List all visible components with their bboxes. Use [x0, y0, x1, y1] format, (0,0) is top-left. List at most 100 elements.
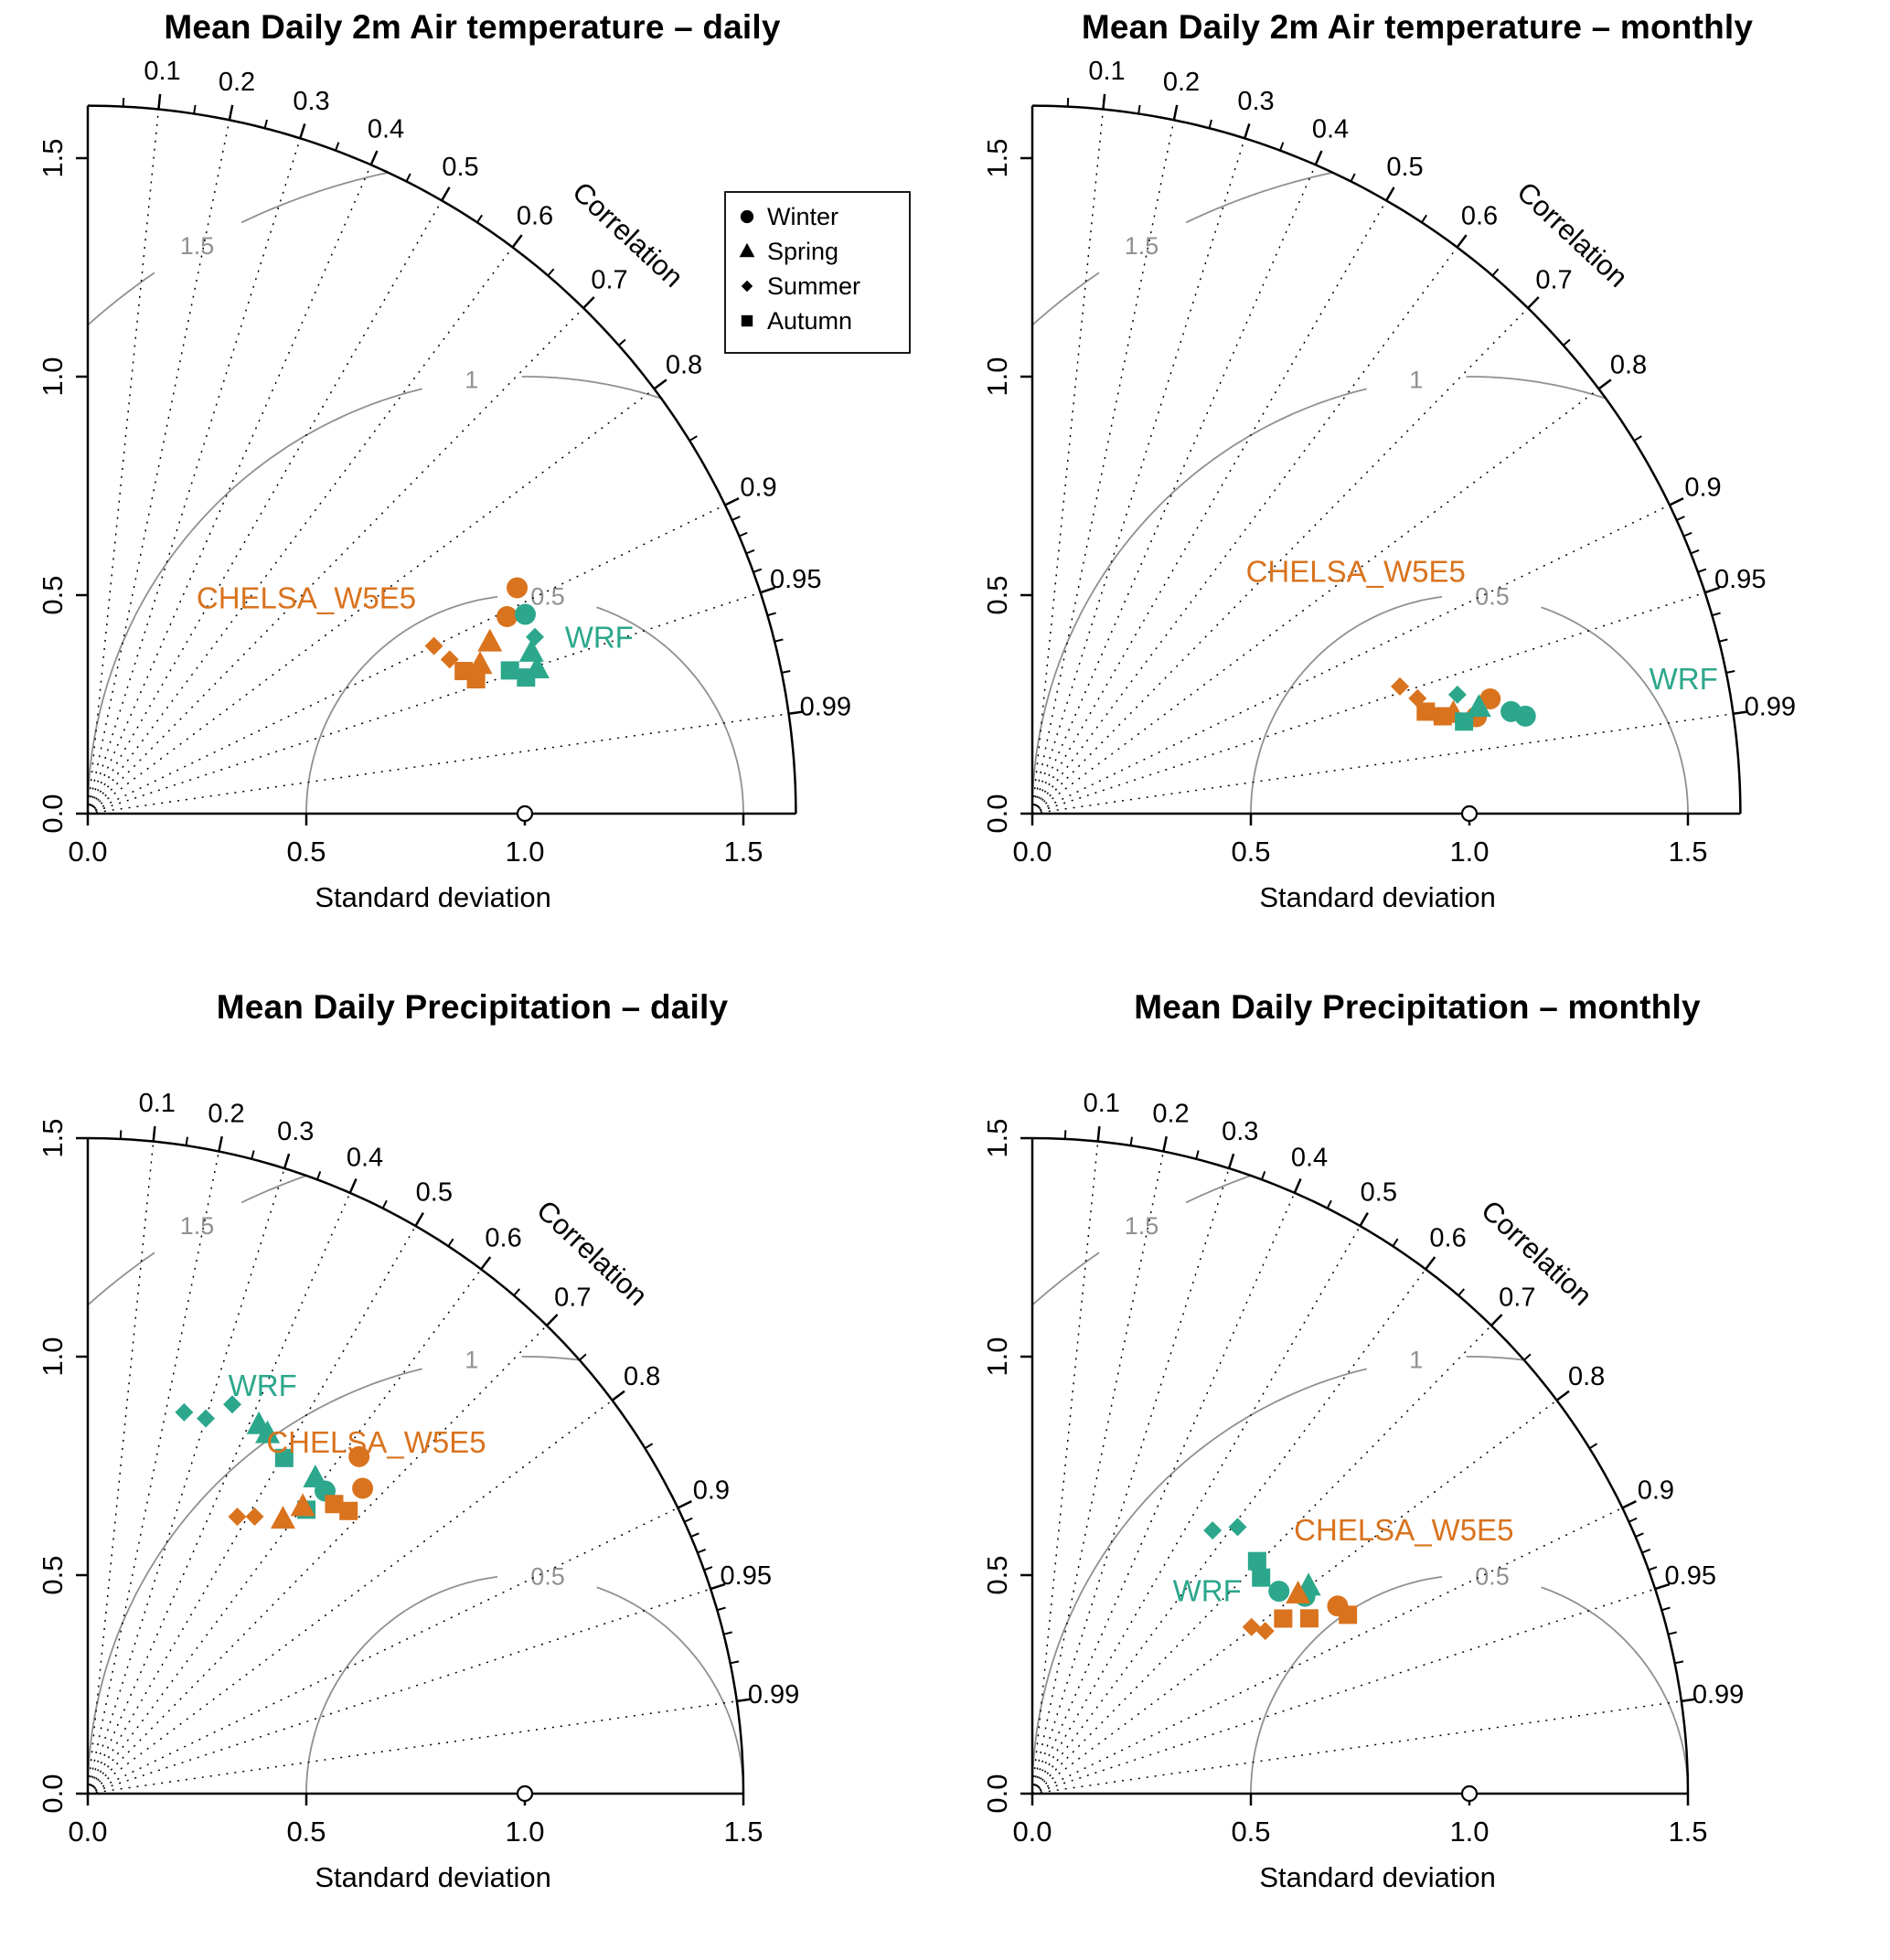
svg-text:0.8: 0.8	[666, 351, 702, 380]
svg-text:Summer: Summer	[767, 272, 860, 300]
svg-text:0.6: 0.6	[1429, 1224, 1466, 1253]
autumn-square-marker	[339, 1501, 358, 1520]
autumn-square-marker	[325, 1495, 344, 1514]
svg-text:1.5: 1.5	[723, 1816, 763, 1848]
winter-circle-marker	[740, 209, 754, 224]
svg-text:0.0: 0.0	[37, 1774, 69, 1813]
svg-text:0.5: 0.5	[286, 1816, 326, 1848]
reference-point	[1460, 1784, 1479, 1803]
spring-triangle-marker	[467, 651, 493, 675]
svg-text:0.7: 0.7	[1499, 1284, 1535, 1313]
summer-diamond-marker	[1228, 1518, 1247, 1537]
svg-text:CHELSA_W5E5: CHELSA_W5E5	[1294, 1513, 1513, 1547]
svg-text:0.95: 0.95	[1714, 565, 1766, 594]
spring-triangle-marker	[518, 638, 544, 662]
svg-text:0.5: 0.5	[416, 1178, 453, 1208]
svg-text:0.5: 0.5	[1386, 153, 1423, 182]
summer-diamond-marker	[1203, 1521, 1223, 1540]
svg-text:0.5: 0.5	[530, 1562, 565, 1590]
svg-text:1.5: 1.5	[1668, 1816, 1707, 1848]
series-labels: WRF CHELSA_W5E5	[229, 1369, 486, 1459]
svg-text:0.5: 0.5	[442, 153, 478, 182]
panel-title-temp-daily: Mean Daily 2m Air temperature – daily	[164, 8, 781, 46]
svg-text:1.5: 1.5	[180, 1212, 215, 1240]
panel-title-precip-daily: Mean Daily Precipitation – daily	[216, 988, 729, 1026]
svg-text:0.4: 0.4	[1291, 1143, 1328, 1172]
summer-diamond-marker	[1447, 685, 1467, 704]
svg-text:0.95: 0.95	[1665, 1561, 1716, 1591]
svg-text:0.5: 0.5	[37, 575, 69, 614]
correlation-axis: 0.1 0.2 0.3 0.4 0.5 0.6 0.7 0.8 0.9 0.95 0.99 Corre…	[1063, 1089, 1744, 1710]
spring-triangle-marker	[739, 242, 755, 258]
points-chelsa_w5e5	[1242, 1581, 1358, 1641]
svg-text:Spring: Spring	[767, 238, 838, 265]
autumn-square-marker	[466, 670, 486, 689]
autumn-square-marker	[1252, 1568, 1271, 1587]
svg-text:0.2: 0.2	[1152, 1099, 1189, 1128]
summer-diamond-marker	[197, 1409, 216, 1428]
winter-circle-marker	[1514, 705, 1536, 727]
panel-title-temp-monthly: Mean Daily 2m Air temperature – monthly	[1081, 8, 1754, 46]
autumn-square-marker	[1416, 702, 1436, 721]
svg-text:0.7: 0.7	[1535, 266, 1572, 295]
axes: 0.00.0 0.5 0.5 1.0 1.0 1.5 1.5 Standard deviati…	[981, 1118, 1707, 1893]
summer-diamond-marker	[525, 627, 544, 646]
winter-circle-marker	[514, 603, 536, 625]
svg-text:0.95: 0.95	[770, 565, 821, 594]
svg-text:Standard deviation: Standard deviation	[315, 1861, 551, 1893]
correlation-axis: 0.1 0.2 0.3 0.4 0.5 0.6 0.7 0.8 0.9 0.95 0.99 Corre…	[122, 57, 851, 722]
summer-diamond-marker	[424, 636, 443, 655]
axes: 0.00.0 0.5 0.5 1.0 1.0 1.5 1.5 Standard deviati…	[37, 1118, 763, 1893]
svg-text:0.2: 0.2	[219, 68, 255, 97]
summer-diamond-marker	[175, 1402, 194, 1422]
svg-text:0.3: 0.3	[277, 1117, 314, 1146]
svg-text:0.5: 0.5	[530, 582, 565, 610]
svg-text:Winter: Winter	[767, 203, 838, 230]
svg-text:WRF: WRF	[565, 620, 634, 654]
svg-text:0.6: 0.6	[485, 1224, 521, 1253]
spring-triangle-marker	[477, 628, 503, 652]
svg-text:0.2: 0.2	[1163, 68, 1200, 97]
svg-text:0.5: 0.5	[1231, 836, 1270, 868]
taylor-plot-precip-daily: 0.5 1 1.5 0.00.0 0.5 0.5 1.0 1.0 1.5 1.5 Standard …	[37, 1089, 799, 1893]
svg-text:0.1: 0.1	[1084, 1089, 1120, 1118]
svg-text:0.5: 0.5	[1475, 582, 1510, 610]
spring-triangle-marker	[255, 1420, 281, 1443]
reference-point	[516, 804, 534, 823]
svg-text:0.1: 0.1	[144, 57, 180, 86]
summer-diamond-marker	[440, 650, 459, 669]
svg-text:0.99: 0.99	[1745, 693, 1796, 722]
svg-text:1.5: 1.5	[981, 1118, 1013, 1157]
autumn-square-marker	[500, 661, 519, 680]
autumn-square-marker	[517, 668, 536, 687]
svg-text:0.5: 0.5	[1231, 1816, 1270, 1848]
svg-text:0.0: 0.0	[68, 1816, 107, 1848]
svg-text:0.5: 0.5	[37, 1555, 69, 1594]
svg-text:0.6: 0.6	[517, 202, 553, 231]
season-legend: Winter Spring Summer Autumn	[724, 191, 911, 354]
svg-text:0.0: 0.0	[981, 794, 1013, 833]
svg-text:0.99: 0.99	[748, 1680, 799, 1710]
svg-text:1.0: 1.0	[37, 357, 69, 396]
svg-text:1.0: 1.0	[37, 1337, 69, 1376]
svg-text:0.99: 0.99	[800, 693, 851, 722]
winter-circle-marker	[497, 605, 518, 627]
svg-text:1: 1	[1409, 1347, 1423, 1374]
points-wrf	[1447, 685, 1536, 731]
svg-text:CHELSA_W5E5: CHELSA_W5E5	[266, 1425, 486, 1459]
svg-text:0.3: 0.3	[1237, 87, 1274, 116]
reference-point	[516, 1784, 534, 1803]
spring-triangle-marker	[1466, 694, 1491, 718]
autumn-square-marker	[741, 314, 753, 327]
points-chelsa_w5e5	[228, 1445, 374, 1529]
svg-text:Standard deviation: Standard deviation	[1259, 1861, 1496, 1893]
summer-diamond-marker	[1255, 1622, 1275, 1641]
svg-text:1: 1	[464, 1347, 478, 1374]
rms-difference-arcs: 0.5 1 1.5	[1031, 171, 1689, 815]
svg-text:1.5: 1.5	[723, 836, 763, 868]
panel-temp-daily: Mean Daily 2m Air temperature – daily 0.…	[0, 0, 945, 980]
svg-text:0.7: 0.7	[591, 266, 627, 295]
svg-text:0.0: 0.0	[68, 836, 107, 868]
correlation-axis: 0.1 0.2 0.3 0.4 0.5 0.6 0.7 0.8 0.9 0.95 0.99 Corre…	[1066, 57, 1796, 722]
svg-text:0.5: 0.5	[1361, 1178, 1397, 1208]
